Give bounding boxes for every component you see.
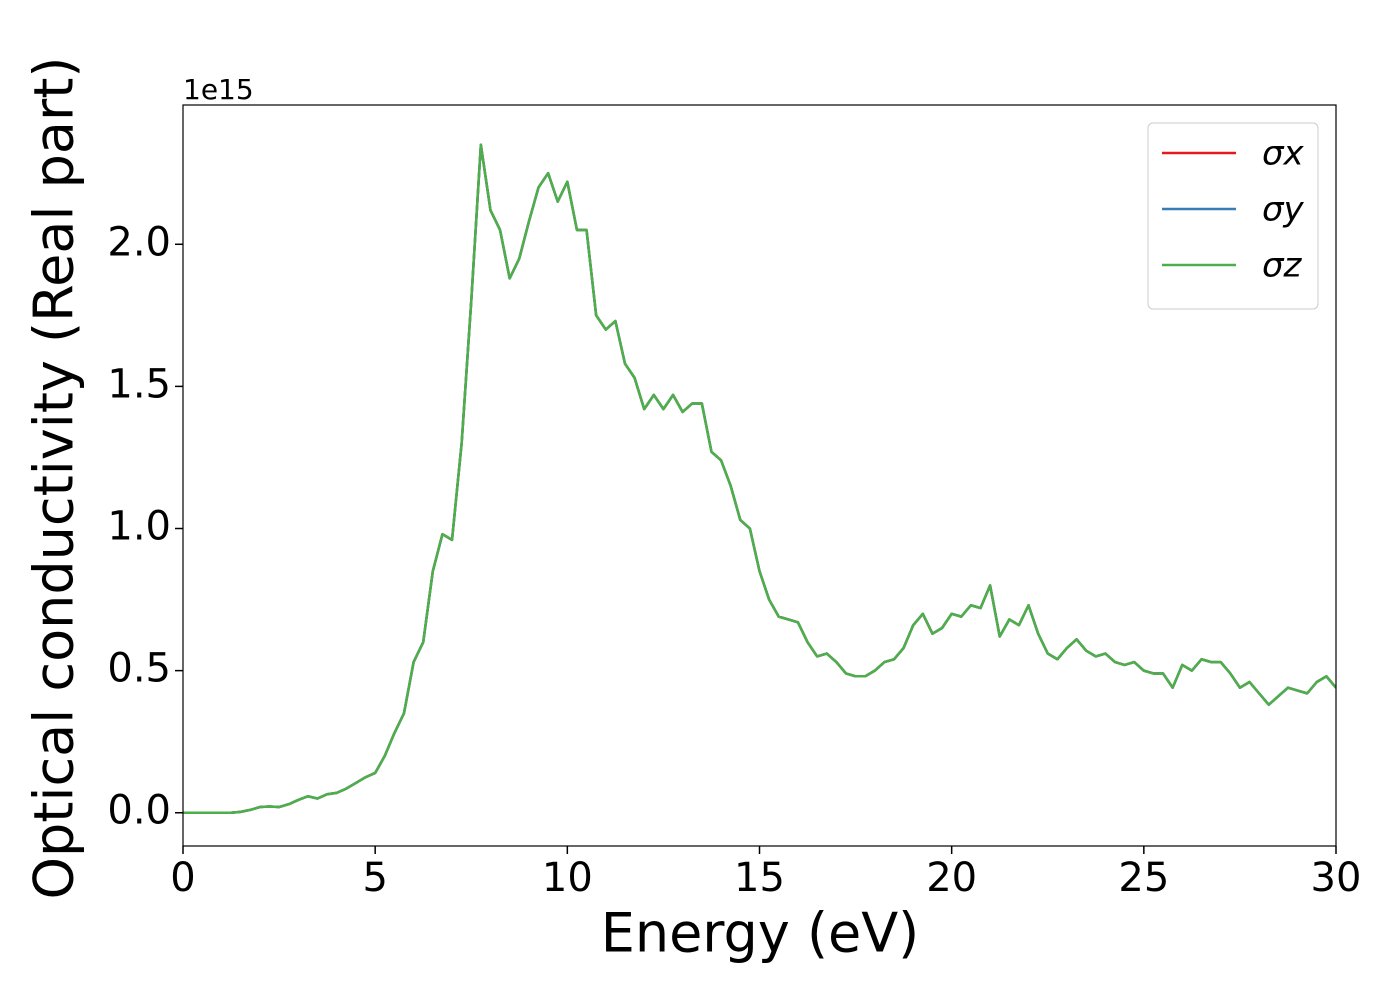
y-axis-label: Optical conductivity (Real part) (23, 57, 86, 900)
x-tick-label: 25 (1118, 855, 1169, 901)
y-tick-label: 1.0 (107, 504, 171, 550)
legend-label: σx (1262, 134, 1305, 174)
x-tick-label: 10 (542, 855, 593, 901)
x-tick-label: 5 (362, 855, 387, 901)
x-tick-label: 30 (1311, 855, 1362, 901)
x-axis-label: Energy (eV) (601, 902, 920, 965)
x-tick-label: 15 (734, 855, 785, 901)
legend-label: σy (1262, 190, 1305, 230)
x-tick-label: 20 (926, 855, 977, 901)
y-tick-label: 0.0 (107, 788, 171, 834)
legend-label: σz (1262, 246, 1303, 286)
y-tick-label: 1.5 (107, 361, 171, 407)
y-tick-label: 0.5 (107, 646, 171, 692)
plot-frame (182, 104, 1337, 847)
y-offset-text: 1e15 (183, 73, 254, 106)
series-line (183, 143, 1336, 814)
y-tick-label: 2.0 (107, 219, 171, 265)
x-tick-label: 0 (170, 855, 195, 901)
legend-box (1147, 122, 1319, 310)
